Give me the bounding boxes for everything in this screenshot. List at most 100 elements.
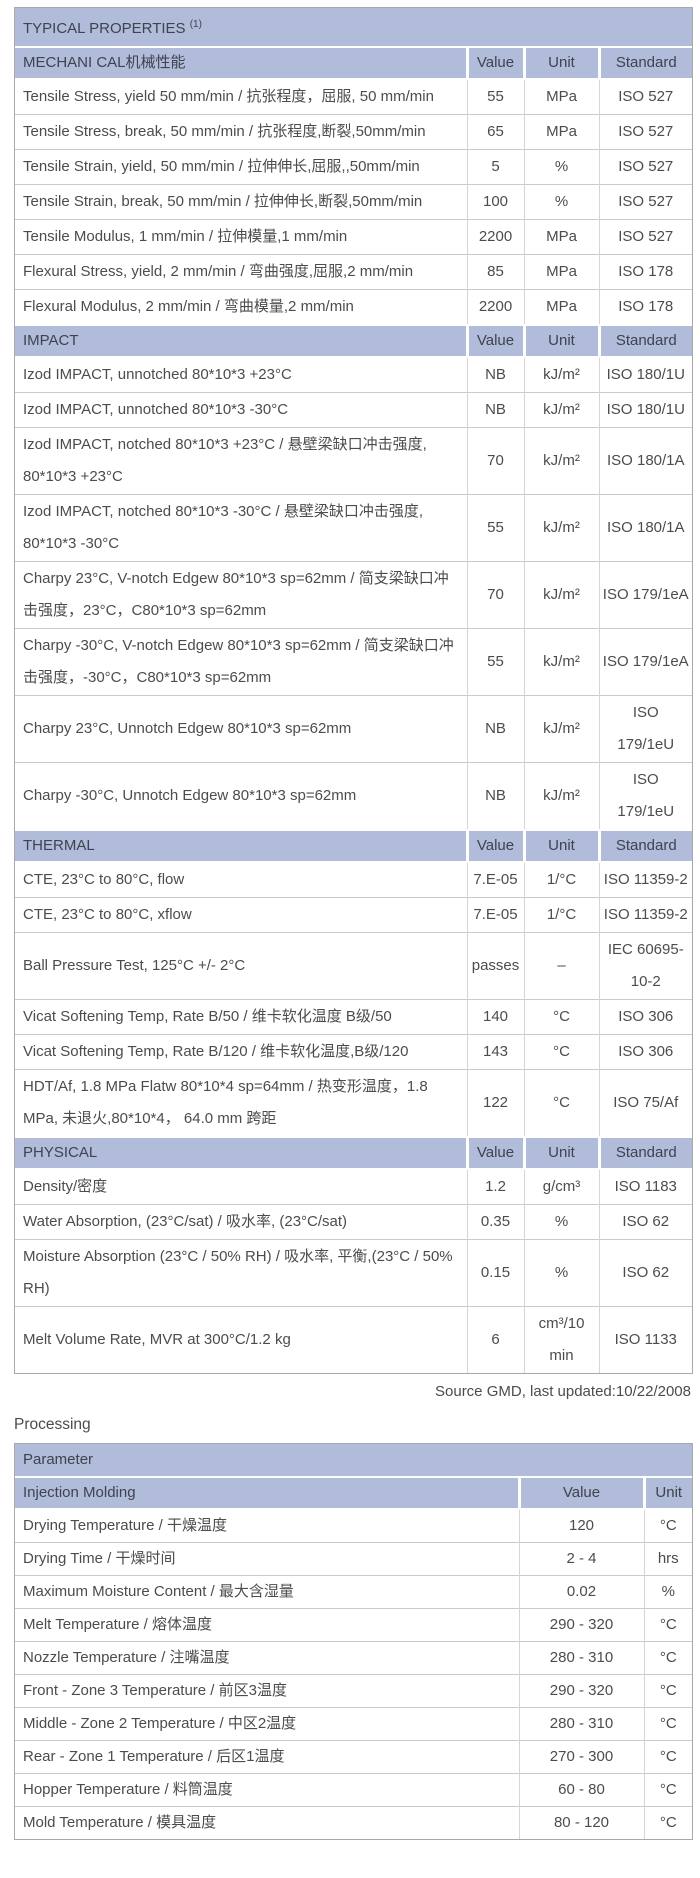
property-standard: ISO 180/1U <box>598 356 693 393</box>
property-name: Izod IMPACT, notched 80*10*3 +23°C / 悬壁梁… <box>15 427 467 495</box>
property-row: Tensile Strain, break, 50 mm/min / 拉伸伸长,… <box>15 184 693 220</box>
property-value: 6 <box>466 1306 524 1373</box>
property-name: Izod IMPACT, unnotched 80*10*3 -30°C <box>15 392 467 428</box>
typical-properties-table: TYPICAL PROPERTIES (1) MECHANI CAL机械性能 V… <box>15 8 693 1373</box>
property-row: Density/密度 1.2 g/cm³ ISO 1183 <box>15 1168 693 1205</box>
section-header-row: PHYSICAL Value Unit Standard <box>15 1136 693 1170</box>
parameter-row: Nozzle Temperature / 注嘴温度 280 - 310 °C <box>15 1641 693 1675</box>
property-value: 7.E-05 <box>466 861 524 898</box>
column-header-unit: Unit <box>522 829 599 863</box>
property-name: Tensile Strain, yield, 50 mm/min / 拉伸伸长,… <box>15 149 467 185</box>
column-header-standard: Standard <box>597 829 693 863</box>
property-unit: g/cm³ <box>523 1168 599 1205</box>
property-unit: % <box>523 1239 599 1307</box>
property-standard: ISO 62 <box>598 1239 693 1307</box>
processing-heading: Processing <box>14 1416 91 1433</box>
property-name: Tensile Stress, yield 50 mm/min / 抗张程度，屈… <box>15 78 467 115</box>
property-unit: % <box>523 1204 599 1240</box>
property-row: Melt Volume Rate, MVR at 300°C/1.2 kg 6 … <box>15 1306 693 1373</box>
property-row: Charpy -30°C, V-notch Edgew 80*10*3 sp=6… <box>15 628 693 696</box>
property-value: 122 <box>466 1069 524 1137</box>
parameter-row: Rear - Zone 1 Temperature / 后区1温度 270 - … <box>15 1740 693 1774</box>
column-header-unit: Unit <box>642 1477 693 1510</box>
column-header-standard: Standard <box>597 46 693 80</box>
property-name: Charpy -30°C, V-notch Edgew 80*10*3 sp=6… <box>15 628 467 696</box>
property-unit: °C <box>523 1069 599 1137</box>
datasheet-page: TYPICAL PROPERTIES (1) MECHANI CAL机械性能 V… <box>14 7 693 1840</box>
property-row: Izod IMPACT, unnotched 80*10*3 +23°C NB … <box>15 356 693 393</box>
parameter-unit: °C <box>643 1740 693 1774</box>
property-standard: ISO 180/1A <box>598 427 693 495</box>
property-unit: MPa <box>523 289 599 325</box>
section-title: IMPACT <box>15 324 467 358</box>
parameter-unit: °C <box>643 1806 693 1839</box>
processing-table-body: Parameter Injection Molding Value Unit D… <box>15 1444 693 1839</box>
property-name: Vicat Softening Temp, Rate B/120 / 维卡软化温… <box>15 1034 467 1070</box>
column-header-value: Value <box>465 324 524 358</box>
parameter-value: 120 <box>518 1508 644 1543</box>
property-row: Tensile Strain, yield, 50 mm/min / 拉伸伸长,… <box>15 149 693 185</box>
property-standard: ISO 527 <box>598 219 693 255</box>
property-unit: 1/°C <box>523 861 599 898</box>
property-value: 2200 <box>466 219 524 255</box>
column-header-value: Value <box>517 1477 644 1510</box>
parameter-name: Hopper Temperature / 料筒温度 <box>15 1773 519 1807</box>
property-value: 55 <box>466 628 524 696</box>
property-unit: MPa <box>523 78 599 115</box>
property-value: 1.2 <box>466 1168 524 1205</box>
section-title: THERMAL <box>15 829 467 863</box>
property-name: Tensile Strain, break, 50 mm/min / 拉伸伸长,… <box>15 184 467 220</box>
processing-header: Parameter <box>15 1444 693 1478</box>
property-name: Izod IMPACT, notched 80*10*3 -30°C / 悬壁梁… <box>15 494 467 562</box>
property-value: passes <box>466 932 524 1000</box>
property-name: Melt Volume Rate, MVR at 300°C/1.2 kg <box>15 1306 467 1373</box>
property-unit: kJ/m² <box>523 762 599 830</box>
parameter-name: Middle - Zone 2 Temperature / 中区2温度 <box>15 1707 519 1741</box>
table-title-row: TYPICAL PROPERTIES (1) <box>15 8 693 48</box>
property-name: Flexural Stress, yield, 2 mm/min / 弯曲强度,… <box>15 254 467 290</box>
property-unit: kJ/m² <box>523 561 599 629</box>
property-standard: ISO 75/Af <box>598 1069 693 1137</box>
property-name: Ball Pressure Test, 125°C +/- 2°C <box>15 932 467 1000</box>
property-row: Tensile Stress, yield 50 mm/min / 抗张程度，屈… <box>15 78 693 115</box>
property-unit: kJ/m² <box>523 494 599 562</box>
footnote-marker: (1) <box>189 19 202 30</box>
property-unit: °C <box>523 999 599 1035</box>
source-note: Source GMD, last updated:10/22/2008 <box>435 1383 691 1400</box>
property-standard: IEC 60695-10-2 <box>598 932 693 1000</box>
property-row: Flexural Modulus, 2 mm/min / 弯曲模量,2 mm/m… <box>15 289 693 325</box>
processing-table-wrap: Parameter Injection Molding Value Unit D… <box>14 1443 693 1840</box>
property-unit: kJ/m² <box>523 628 599 696</box>
property-unit: – <box>523 932 599 1000</box>
property-value: NB <box>466 392 524 428</box>
property-value: 100 <box>466 184 524 220</box>
property-row: CTE, 23°C to 80°C, xflow 7.E-05 1/°C ISO… <box>15 897 693 933</box>
property-unit: % <box>523 149 599 185</box>
parameter-name: Nozzle Temperature / 注嘴温度 <box>15 1641 519 1675</box>
property-standard: ISO 178 <box>598 289 693 325</box>
parameter-unit: °C <box>643 1707 693 1741</box>
column-header-unit: Unit <box>522 324 599 358</box>
column-header-value: Value <box>465 1136 524 1170</box>
property-name: Water Absorption, (23°C/sat) / 吸水率, (23°… <box>15 1204 467 1240</box>
property-value: NB <box>466 356 524 393</box>
parameter-row: Middle - Zone 2 Temperature / 中区2温度 280 … <box>15 1707 693 1741</box>
parameter-value: 270 - 300 <box>518 1740 644 1774</box>
property-standard: ISO 179/1eA <box>598 628 693 696</box>
property-value: 85 <box>466 254 524 290</box>
parameter-unit: °C <box>643 1641 693 1675</box>
parameter-row: Melt Temperature / 熔体温度 290 - 320 °C <box>15 1608 693 1642</box>
property-unit: kJ/m² <box>523 392 599 428</box>
column-header-value: Value <box>465 829 524 863</box>
property-row: CTE, 23°C to 80°C, flow 7.E-05 1/°C ISO … <box>15 861 693 898</box>
parameter-row: Mold Temperature / 模具温度 80 - 120 °C <box>15 1806 693 1839</box>
parameter-name: Maximum Moisture Content / 最大含湿量 <box>15 1575 519 1609</box>
section-title: PHYSICAL <box>15 1136 467 1170</box>
property-standard: ISO 527 <box>598 114 693 150</box>
parameter-row: Drying Time / 干燥时间 2 - 4 hrs <box>15 1542 693 1576</box>
property-standard: ISO 11359-2 <box>598 861 693 898</box>
property-row: Water Absorption, (23°C/sat) / 吸水率, (23°… <box>15 1204 693 1240</box>
parameter-name: Rear - Zone 1 Temperature / 后区1温度 <box>15 1740 519 1774</box>
property-standard: ISO 527 <box>598 184 693 220</box>
parameter-name: Drying Time / 干燥时间 <box>15 1542 519 1576</box>
